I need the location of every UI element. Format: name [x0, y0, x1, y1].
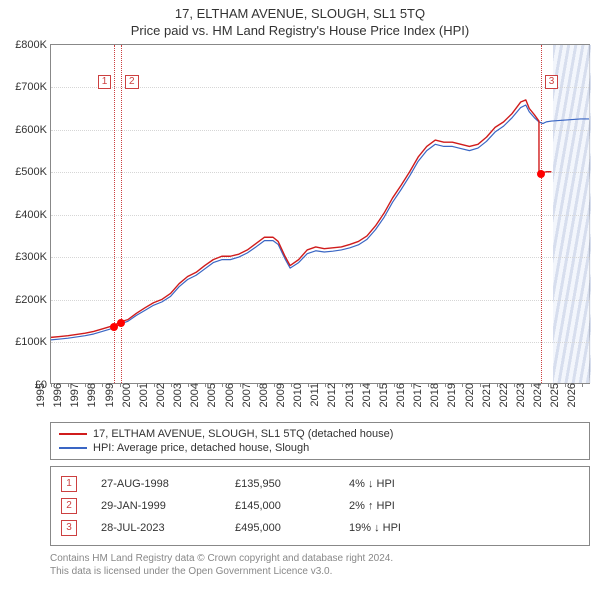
events-table: 1 27-AUG-1998 £135,950 4% ↓ HPI 2 29-JAN-1999…: [50, 466, 590, 546]
x-tick-label: 2025: [545, 383, 561, 407]
legend-label: 17, ELTHAM AVENUE, SLOUGH, SL1 5TQ (deta…: [93, 428, 393, 440]
y-tick-label: £300K: [15, 251, 51, 263]
event-marker: [117, 319, 125, 327]
events-row: 2 29-JAN-1999 £145,000 2% ↑ HPI: [61, 495, 579, 517]
x-tick-label: 2007: [236, 383, 252, 407]
x-tick-label: 2004: [185, 383, 201, 407]
x-tick-label: 2006: [219, 383, 235, 407]
x-tick-label: 2023: [511, 383, 527, 407]
event-price: £145,000: [235, 500, 325, 512]
chart-container: 17, ELTHAM AVENUE, SLOUGH, SL1 5TQ Price…: [0, 0, 600, 590]
x-tick-label: 2011: [305, 383, 321, 407]
x-tick-label: 2020: [459, 383, 475, 407]
x-tick: [582, 383, 583, 387]
events-row: 1 27-AUG-1998 £135,950 4% ↓ HPI: [61, 473, 579, 495]
event-price: £135,950: [235, 478, 325, 490]
legend-item: 17, ELTHAM AVENUE, SLOUGH, SL1 5TQ (deta…: [59, 427, 581, 441]
event-id-box: 1: [61, 476, 77, 492]
x-tick-label: 2015: [374, 383, 390, 407]
x-tick-label: 2005: [202, 383, 218, 407]
x-tick-label: 1996: [48, 383, 64, 407]
legend-label: HPI: Average price, detached house, Slou…: [93, 442, 309, 454]
x-tick-label: 2017: [408, 383, 424, 407]
event-date: 29-JAN-1999: [101, 500, 211, 512]
x-tick-label: 1995: [31, 383, 47, 407]
legend-swatch: [59, 433, 87, 435]
legend: 17, ELTHAM AVENUE, SLOUGH, SL1 5TQ (deta…: [50, 422, 590, 460]
x-tick-label: 1997: [65, 383, 81, 407]
y-tick-label: £100K: [15, 336, 51, 348]
footer: Contains HM Land Registry data © Crown c…: [50, 552, 590, 578]
x-tick-label: 2013: [339, 383, 355, 407]
event-marker: [537, 170, 545, 178]
x-tick-label: 1999: [99, 383, 115, 407]
x-tick-label: 2018: [425, 383, 441, 407]
x-tick-label: 2012: [322, 383, 338, 407]
event-delta: 4% ↓ HPI: [349, 478, 439, 490]
x-tick-label: 2016: [391, 383, 407, 407]
x-tick-label: 2010: [288, 383, 304, 407]
event-delta: 2% ↑ HPI: [349, 500, 439, 512]
legend-item: HPI: Average price, detached house, Slou…: [59, 441, 581, 455]
event-date: 27-AUG-1998: [101, 478, 211, 490]
y-tick-label: £200K: [15, 294, 51, 306]
y-tick-label: £700K: [15, 81, 51, 93]
event-date: 28-JUL-2023: [101, 522, 211, 534]
series-svg: [51, 45, 589, 383]
legend-swatch: [59, 447, 87, 449]
y-tick-label: £800K: [15, 39, 51, 51]
y-tick-label: £400K: [15, 209, 51, 221]
chart-subtitle: Price paid vs. HM Land Registry's House …: [0, 23, 600, 44]
chart-title: 17, ELTHAM AVENUE, SLOUGH, SL1 5TQ: [0, 0, 600, 23]
footer-line-2: This data is licensed under the Open Gov…: [50, 565, 590, 578]
event-delta: 19% ↓ HPI: [349, 522, 439, 534]
x-tick-label: 2001: [134, 383, 150, 407]
event-id-box: 3: [61, 520, 77, 536]
series-line: [51, 100, 551, 337]
x-tick-label: 2009: [271, 383, 287, 407]
y-tick-label: £600K: [15, 124, 51, 136]
plot-area: £0£100K£200K£300K£400K£500K£600K£700K£80…: [50, 44, 590, 384]
plot-outer: £0£100K£200K£300K£400K£500K£600K£700K£80…: [50, 44, 590, 384]
x-tick-label: 2021: [476, 383, 492, 407]
series-line: [51, 105, 589, 340]
footer-line-1: Contains HM Land Registry data © Crown c…: [50, 552, 590, 565]
x-tick-label: 2022: [494, 383, 510, 407]
x-tick-label: 2003: [168, 383, 184, 407]
x-tick-label: 2019: [442, 383, 458, 407]
y-tick-label: £500K: [15, 166, 51, 178]
x-tick-label: 2008: [254, 383, 270, 407]
x-tick-label: 2024: [528, 383, 544, 407]
x-tick-label: 2002: [151, 383, 167, 407]
x-tick-label: 1998: [82, 383, 98, 407]
x-tick-label: 2000: [116, 383, 132, 407]
events-row: 3 28-JUL-2023 £495,000 19% ↓ HPI: [61, 517, 579, 539]
event-price: £495,000: [235, 522, 325, 534]
x-tick-label: 2014: [356, 383, 372, 407]
event-id-box: 2: [61, 498, 77, 514]
x-tick-label: 2026: [562, 383, 578, 407]
